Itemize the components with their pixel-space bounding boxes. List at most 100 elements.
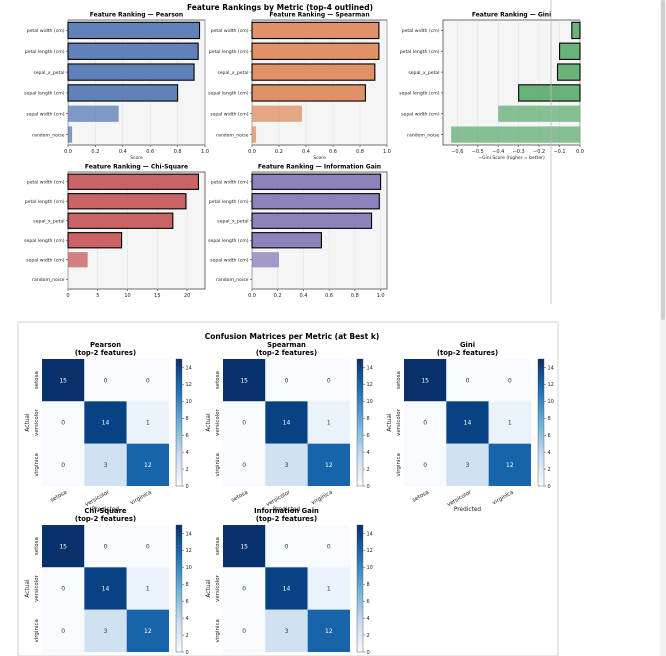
confusion-cell-value: 0 bbox=[104, 377, 108, 384]
ranking-y-tick-label: petal width (cm) bbox=[211, 28, 249, 34]
page-scrollbar[interactable] bbox=[660, 0, 666, 656]
confusion-y-axis-label: Actual bbox=[25, 413, 31, 432]
colorbar-tick-label: 4 bbox=[367, 616, 370, 622]
confusion-cell bbox=[84, 609, 127, 652]
confusion-cell-value: 3 bbox=[466, 462, 470, 469]
confusion-y-tick-label: setosa bbox=[215, 537, 221, 555]
confusion-cell-value: 0 bbox=[61, 462, 65, 469]
colorbar-tick-label: 6 bbox=[186, 599, 189, 605]
confusion-cell bbox=[265, 567, 308, 610]
confusion-cell bbox=[126, 359, 169, 402]
confusion-title-line2: (top-2 features) bbox=[256, 349, 317, 357]
confusion-cell bbox=[223, 609, 266, 652]
confusion-cell-value: 1 bbox=[146, 420, 150, 427]
ranking-y-tick-label: sepal width (cm) bbox=[210, 112, 249, 118]
confusion-title-line2: (top-2 features) bbox=[256, 515, 317, 523]
confusion-cell bbox=[488, 443, 531, 486]
confusion-colorbar bbox=[537, 358, 545, 487]
colorbar-tick-label: 12 bbox=[367, 382, 373, 388]
confusion-cell bbox=[307, 359, 350, 402]
confusion-cell-value: 15 bbox=[59, 543, 67, 550]
confusion-cell bbox=[126, 401, 169, 444]
rankings-figure-title: Feature Rankings by Metric (top-4 outlin… bbox=[187, 3, 373, 12]
confusion-cell-value: 12 bbox=[506, 462, 514, 469]
confusion-cell bbox=[223, 401, 266, 444]
ranking-y-tick-label: random_noise bbox=[407, 132, 440, 138]
confusion-cell-value: 0 bbox=[285, 543, 289, 550]
ranking-bar bbox=[68, 105, 119, 122]
ranking-x-tick-label: 5 bbox=[96, 293, 99, 299]
colorbar-tick-label: 4 bbox=[186, 616, 189, 622]
ranking-plot-area bbox=[67, 19, 206, 146]
confusion-cell bbox=[42, 525, 85, 568]
colorbar-tick-label: 8 bbox=[367, 416, 370, 422]
ranking-chart-5: Feature Ranking — Information Gain 0.0 0.2… bbox=[208, 164, 388, 299]
confusion-cell bbox=[307, 609, 350, 652]
confusion-x-axis-label: Predicted bbox=[92, 507, 120, 513]
ranking-plot-area bbox=[442, 19, 581, 146]
ranking-x-tick-label: 0.4 bbox=[299, 293, 307, 299]
colorbar-tick-label: 10 bbox=[186, 399, 192, 405]
colorbar-tick-label: 4 bbox=[186, 450, 189, 456]
confusion-cell bbox=[84, 359, 127, 402]
confusion-cell-value: 1 bbox=[508, 420, 512, 427]
confusion-cell bbox=[126, 567, 169, 610]
confusion-figure-title: Confusion Matrices per Metric (at Best k… bbox=[205, 332, 380, 341]
confusion-cell bbox=[265, 443, 308, 486]
ranking-y-tick-label: petal width (cm) bbox=[27, 180, 65, 186]
ranking-bar bbox=[68, 126, 73, 143]
confusion-cell-value: 15 bbox=[421, 377, 429, 384]
ranking-y-tick-label: sepal_x_petal bbox=[217, 219, 248, 225]
confusion-cell-value: 15 bbox=[240, 543, 248, 550]
ranking-bar bbox=[518, 84, 581, 102]
colorbar-tick-label: 2 bbox=[548, 467, 551, 473]
page-scrollbar-thumb[interactable] bbox=[661, 0, 665, 320]
confusion-y-tick-label: versicolor bbox=[215, 574, 221, 602]
confusion-cell bbox=[307, 443, 350, 486]
confusion-cell bbox=[265, 359, 308, 402]
colorbar-tick-label: 0 bbox=[186, 484, 189, 490]
ranking-chart-1: Feature Ranking — Pearson 0.0 0.2 0.4 0.6 0.8… bbox=[24, 12, 209, 162]
confusion-cell bbox=[265, 525, 308, 568]
confusion-cell bbox=[223, 359, 266, 402]
confusion-cell-value: 12 bbox=[144, 462, 152, 469]
ranking-x-tick-label: 0.6 bbox=[325, 293, 333, 299]
confusion-cell bbox=[223, 525, 266, 568]
confusion-title-line1: Information Gain bbox=[254, 507, 319, 515]
ranking-x-tick-label: −0.2 bbox=[533, 149, 545, 155]
ranking-bar bbox=[571, 21, 581, 40]
confusion-cell-value: 0 bbox=[242, 628, 246, 635]
confusion-cell bbox=[84, 567, 127, 610]
confusion-cell bbox=[265, 609, 308, 652]
confusion-y-tick-label: virginica bbox=[215, 619, 221, 642]
confusion-cell-value: 12 bbox=[325, 462, 333, 469]
colorbar-tick-label: 14 bbox=[367, 531, 373, 537]
confusion-cell bbox=[446, 359, 489, 402]
confusion-y-tick-label: versicolor bbox=[396, 408, 402, 436]
ranking-x-axis-label: −Gini Score (higher = better) bbox=[478, 155, 545, 161]
confusion-cell bbox=[42, 443, 85, 486]
confusion-cell-value: 14 bbox=[464, 420, 472, 427]
confusion-title-line1: Spearman bbox=[267, 341, 306, 349]
ranking-y-tick-label: random_noise bbox=[32, 132, 65, 138]
ranking-x-tick-label: 15 bbox=[154, 293, 160, 299]
colorbar-tick-label: 6 bbox=[186, 433, 189, 439]
confusion-cell bbox=[84, 443, 127, 486]
confusion-cell bbox=[223, 443, 266, 486]
ranking-plot-area bbox=[67, 171, 206, 290]
confusion-cell-value: 0 bbox=[242, 420, 246, 427]
confusion-x-axis-label: Predicted bbox=[273, 507, 301, 513]
colorbar-tick-label: 2 bbox=[367, 633, 370, 639]
confusion-cell bbox=[126, 443, 169, 486]
confusion-cell-value: 0 bbox=[61, 420, 65, 427]
confusion-cell-value: 0 bbox=[508, 377, 512, 384]
confusion-cell bbox=[446, 443, 489, 486]
confusion-cell-value: 3 bbox=[285, 462, 289, 469]
colorbar-tick-label: 0 bbox=[367, 484, 370, 490]
confusion-y-tick-label: versicolor bbox=[34, 408, 40, 436]
ranking-x-tick-label: 0.0 bbox=[248, 293, 256, 299]
confusion-matrix-4: Chi-Square(top-2 features)15 0 00 14 10 3 12se… bbox=[25, 507, 192, 656]
confusion-cell bbox=[404, 359, 447, 402]
confusion-cell bbox=[307, 401, 350, 444]
confusion-colorbar bbox=[175, 358, 183, 487]
